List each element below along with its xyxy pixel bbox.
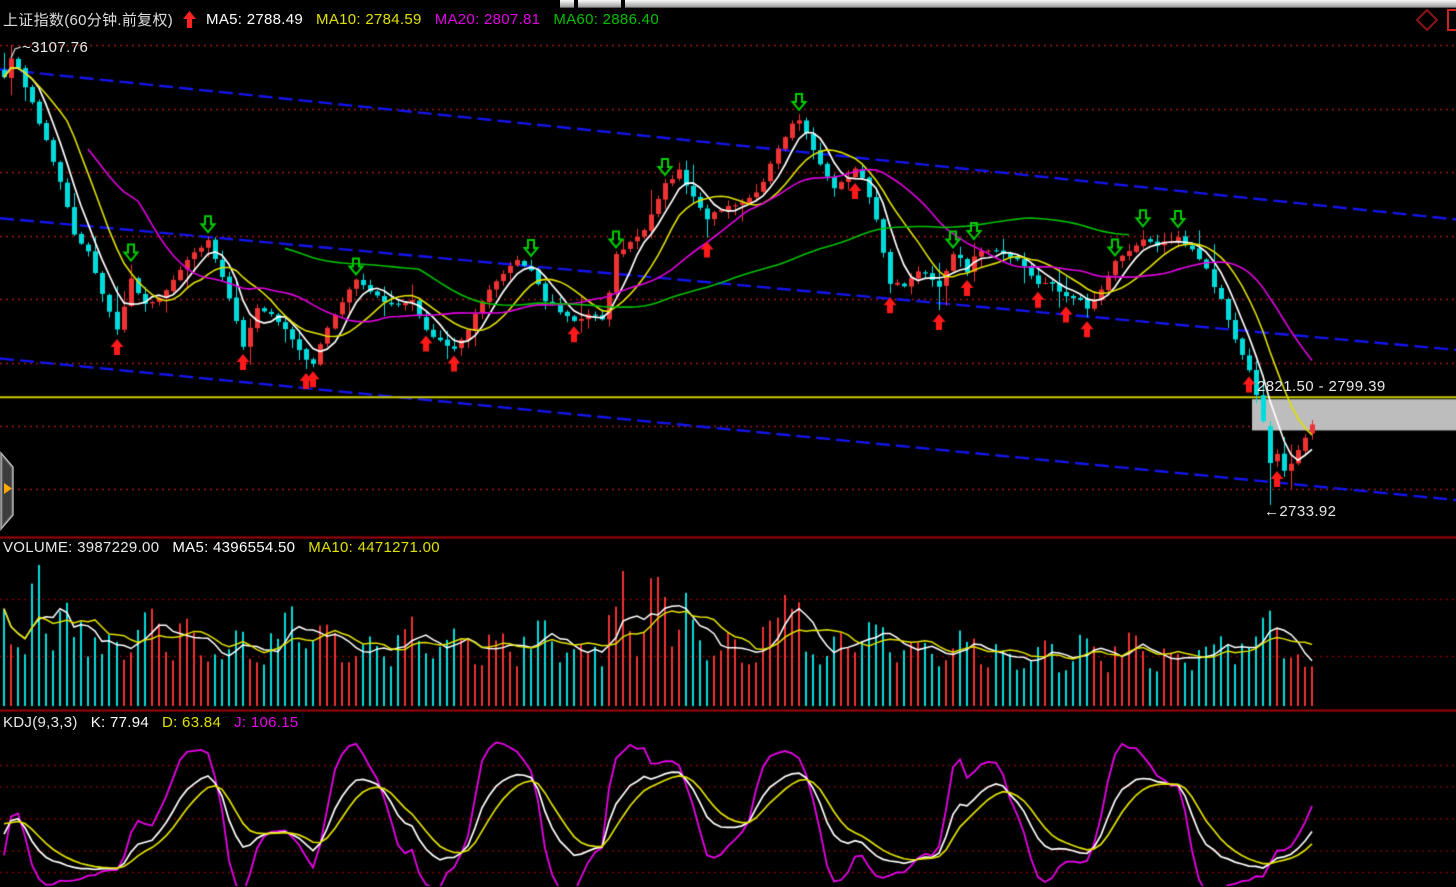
range-annotation: 2821.50 - 2799.39 [1257,378,1386,395]
kdj-label: KDJ(9,3,3) [3,714,78,731]
kdj-k-value: K: 77.94 [90,714,149,731]
kdj-header: KDJ(9,3,3) K: 77.94 D: 63.84 J: 106.15 [3,714,299,731]
instrument-title: 上证指数(60分钟.前复权) [3,12,174,29]
window-edge-strip [560,0,1456,8]
diamond-icon [1415,8,1456,32]
partial-square-icon [1447,9,1456,31]
low-annotation: ←2733.92 [1264,503,1337,520]
kdj-j-value: J: 106.15 [234,714,299,731]
strip-notch [574,0,578,8]
strip-notch [621,0,625,8]
kdj-d-value: D: 63.84 [161,714,222,731]
chart-header: 上证指数(60分钟.前复权) MA5: 2788.49 MA10: 2784.5… [3,9,659,30]
toggle-arrow-icon [4,483,12,494]
volume-ma10-value: MA10: 4471271.00 [308,539,440,556]
up-arrow-icon [183,11,197,28]
ma20-value: MA20: 2807.81 [434,11,541,28]
volume-ma5-value: MA5: 4396554.50 [172,539,296,556]
ma10-value: MA10: 2784.59 [316,11,422,28]
volume-header: VOLUME: 3987229.00 MA5: 4396554.50 MA10:… [3,539,440,556]
high-annotation: ~3107.76 [22,39,89,56]
ma60-value: MA60: 2886.40 [553,11,659,28]
ma5-value: MA5: 2788.49 [206,11,304,28]
side-panel-toggle[interactable] [0,450,22,532]
volume-value: VOLUME: 3987229.00 [3,539,160,556]
